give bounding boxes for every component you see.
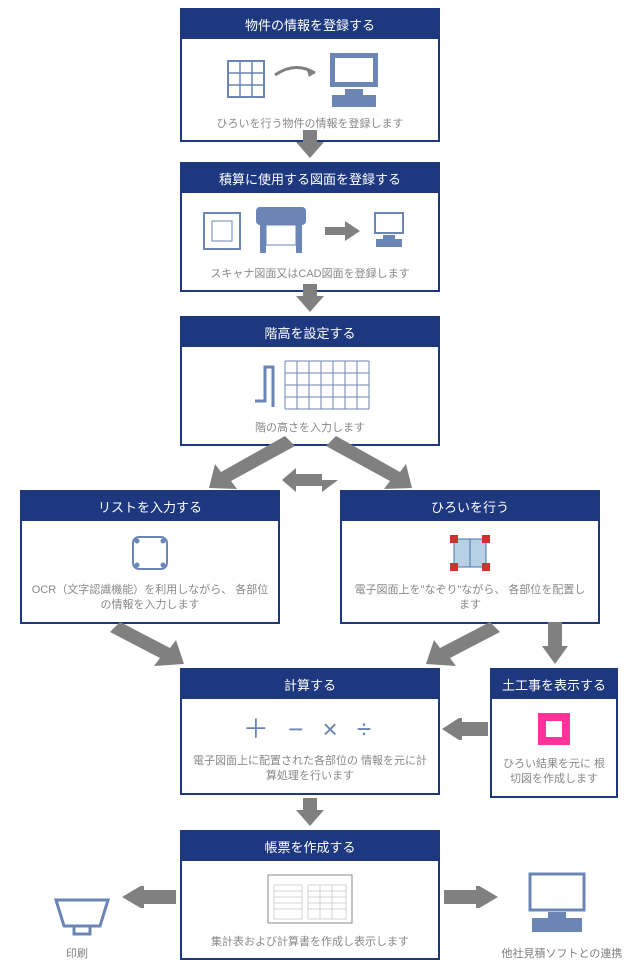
other-software-label: 他社見積ソフトとの連携: [498, 945, 626, 961]
calc-symbols: ＋ − × ÷: [243, 709, 377, 746]
box-caption: 階の高さを入力します: [255, 421, 365, 436]
arrow-diag-left-icon: [420, 622, 500, 668]
register-property-icon: [220, 49, 400, 109]
trace-shape-icon: [442, 531, 498, 575]
box-header: 積算に使用する図面を登録する: [182, 164, 438, 193]
box-body: 集計表および計算書を作成し表示します: [182, 861, 438, 958]
arrow-right-icon: [444, 886, 498, 908]
box-header: リストを入力する: [22, 492, 278, 521]
step-box-register-property: 物件の情報を登録する ひろいを行う物件の情報を登録します: [180, 8, 440, 142]
step-box-trace: ひろいを行う 電子図面上を"なぞり"ながら、 各部位を配置します: [340, 490, 600, 624]
step-box-report: 帳票を作成する 集計表および計算書を作成し表示します: [180, 830, 440, 960]
earthwork-icon: [532, 709, 576, 749]
box-header: ひろいを行う: [342, 492, 598, 521]
box-header: 階高を設定する: [182, 318, 438, 347]
arrow-left-icon: [122, 886, 176, 908]
box-header: 物件の情報を登録する: [182, 10, 438, 39]
step-box-register-drawing: 積算に使用する図面を登録する スキャナ図面又はCAD図面を登録します: [180, 162, 440, 292]
step-box-earthwork: 土工事を表示する ひろい結果を元に 根切図を作成します: [490, 668, 618, 798]
step-box-list-input: リストを入力する OCR（文字認識機能）を利用しながら、 各部位の情報を入力しま…: [20, 490, 280, 624]
box-body: OCR（文字認識機能）を利用しながら、 各部位の情報を入力します: [22, 521, 278, 622]
arrow-down-icon: [296, 798, 324, 828]
box-body: ひろいを行う物件の情報を登録します: [182, 39, 438, 140]
box-header: 土工事を表示する: [492, 670, 616, 699]
arrow-diag-right-icon: [326, 436, 426, 490]
report-doc-icon: [250, 871, 370, 927]
arrow-down-icon: [296, 130, 324, 160]
arrow-down-icon: [542, 622, 568, 666]
step-box-calculate: 計算する ＋ − × ÷ 電子図面上に配置された各部位の 情報を元に計算処理を行…: [180, 668, 440, 795]
floor-grid-icon: [235, 357, 385, 413]
box-header: 計算する: [182, 670, 438, 699]
box-caption: 集計表および計算書を作成し表示します: [211, 935, 409, 950]
printer-icon: [50, 880, 114, 940]
arrow-two-way-icon: [282, 466, 338, 492]
box-body: ひろい結果を元に 根切図を作成します: [492, 699, 616, 796]
computer-icon: [524, 870, 590, 936]
box-body: 電子図面上を"なぞり"ながら、 各部位を配置します: [342, 521, 598, 622]
box-caption: OCR（文字認識機能）を利用しながら、 各部位の情報を入力します: [30, 583, 270, 614]
ocr-shape-icon: [125, 531, 175, 575]
arrow-diag-right-icon: [110, 622, 190, 668]
box-caption: 電子図面上を"なぞり"ながら、 各部位を配置します: [350, 583, 590, 614]
print-label: 印刷: [66, 945, 88, 961]
step-box-floor-height: 階高を設定する 階の高さを入力します: [180, 316, 440, 446]
box-caption: スキャナ図面又はCAD図面を登録します: [210, 267, 409, 282]
box-caption: ひろい結果を元に 根切図を作成します: [500, 757, 608, 788]
box-body: 階の高さを入力します: [182, 347, 438, 444]
register-drawing-icon: [200, 203, 420, 259]
box-header: 帳票を作成する: [182, 832, 438, 861]
arrow-left-icon: [442, 718, 488, 740]
box-body: ＋ − × ÷ 電子図面上に配置された各部位の 情報を元に計算処理を行います: [182, 699, 438, 793]
arrow-diag-left-icon: [195, 436, 295, 490]
box-body: スキャナ図面又はCAD図面を登録します: [182, 193, 438, 290]
box-caption: 電子図面上に配置された各部位の 情報を元に計算処理を行います: [190, 754, 430, 785]
arrow-down-icon: [296, 284, 324, 314]
